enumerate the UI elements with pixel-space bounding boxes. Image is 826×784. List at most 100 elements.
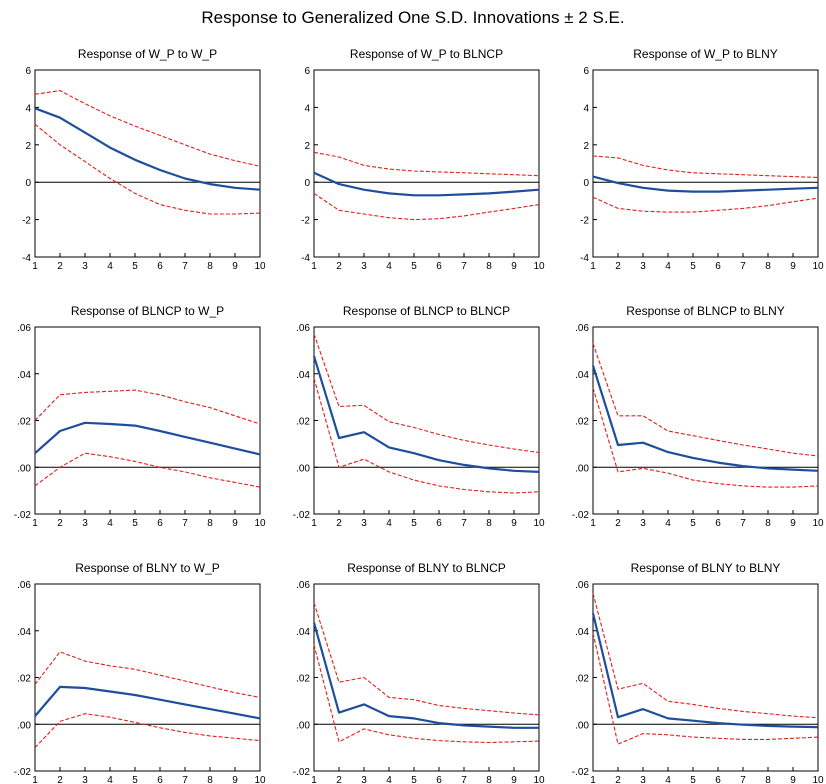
y-tick-label: .04 bbox=[296, 627, 310, 638]
y-tick-label: 4 bbox=[583, 103, 589, 114]
y-tick-label: .00 bbox=[575, 463, 589, 474]
x-tick-label: 4 bbox=[107, 518, 113, 529]
y-tick-label: .06 bbox=[296, 323, 310, 334]
chart-title: Response of BLNCP to BLNCP bbox=[343, 304, 510, 318]
x-tick-label: 10 bbox=[254, 775, 266, 784]
x-tick-label: 8 bbox=[207, 775, 213, 784]
lower-band-line bbox=[592, 196, 819, 213]
x-tick-label: 3 bbox=[361, 261, 367, 272]
x-tick-label: 10 bbox=[254, 518, 266, 529]
upper-band-line bbox=[34, 651, 261, 698]
chart-panel-6: Response of BLNCP to BLNY -.02 .00 .02 .04 .0… bbox=[572, 304, 824, 529]
x-tick-label: 7 bbox=[740, 775, 746, 784]
x-tick-label: 2 bbox=[57, 775, 63, 784]
y-tick-label: .02 bbox=[17, 417, 31, 428]
x-tick-label: 1 bbox=[590, 518, 596, 529]
lower-band-line bbox=[313, 378, 540, 494]
lower-band-line bbox=[592, 632, 819, 745]
x-tick-label: 4 bbox=[665, 518, 671, 529]
y-tick-label: .04 bbox=[17, 370, 31, 381]
x-tick-label: 5 bbox=[411, 518, 417, 529]
chart-panel-7: Response of BLNY to W_P -.02 .00 .02 .04 .06 1… bbox=[14, 561, 266, 784]
x-tick-label: 6 bbox=[157, 518, 163, 529]
x-tick-label: 4 bbox=[665, 261, 671, 272]
x-tick-label: 7 bbox=[461, 775, 467, 784]
plot-frame bbox=[34, 583, 261, 772]
response-line bbox=[34, 421, 261, 456]
x-tick-label: 6 bbox=[157, 261, 163, 272]
y-tick-label: .00 bbox=[296, 463, 310, 474]
chart-title: Response of W_P to W_P bbox=[78, 47, 217, 61]
y-tick-label: 2 bbox=[583, 141, 589, 152]
upper-band-line bbox=[313, 333, 540, 454]
y-tick-label: -2 bbox=[301, 216, 310, 227]
x-tick-label: 8 bbox=[486, 518, 492, 529]
lower-band-line bbox=[34, 713, 261, 748]
y-tick-label: 0 bbox=[25, 178, 31, 189]
x-tick-label: 9 bbox=[511, 261, 517, 272]
x-tick-label: 9 bbox=[790, 518, 796, 529]
x-tick-label: 6 bbox=[715, 518, 721, 529]
y-tick-label: -.02 bbox=[293, 767, 311, 778]
lower-band-line bbox=[34, 123, 261, 215]
x-tick-label: 1 bbox=[311, 518, 317, 529]
y-tick-label: .00 bbox=[575, 720, 589, 731]
chart-panel-3: Response of W_P to BLNY -4 -2 0 2 4 6 1 2 3 4 5 6 7 8 9… bbox=[580, 47, 824, 272]
y-tick-label: .06 bbox=[575, 580, 589, 591]
x-tick-label: 4 bbox=[386, 518, 392, 529]
x-tick-label: 1 bbox=[311, 261, 317, 272]
x-tick-label: 10 bbox=[533, 261, 545, 272]
x-tick-label: 10 bbox=[812, 518, 824, 529]
y-tick-label: 2 bbox=[25, 141, 31, 152]
chart-title: Response of W_P to BLNY bbox=[633, 47, 778, 61]
x-tick-label: 9 bbox=[232, 775, 238, 784]
y-tick-label: -.02 bbox=[572, 510, 590, 521]
x-tick-label: 8 bbox=[486, 261, 492, 272]
y-tick-label: -.02 bbox=[14, 767, 32, 778]
x-tick-label: 8 bbox=[486, 775, 492, 784]
chart-title: Response of W_P to BLNCP bbox=[350, 47, 503, 61]
chart-panel-2: Response of W_P to BLNCP -4 -2 0 2 4 6 1 2 3 4 5 6 7 8… bbox=[301, 47, 545, 272]
x-tick-label: 1 bbox=[32, 261, 38, 272]
y-tick-label: .02 bbox=[17, 674, 31, 685]
chart-title: Response of BLNY to BLNCP bbox=[347, 561, 506, 575]
lower-band-line bbox=[313, 192, 540, 221]
x-tick-label: 7 bbox=[182, 261, 188, 272]
y-tick-label: 6 bbox=[304, 66, 310, 77]
x-tick-label: 5 bbox=[132, 261, 138, 272]
x-tick-label: 7 bbox=[182, 518, 188, 529]
y-tick-label: -.02 bbox=[572, 767, 590, 778]
y-tick-label: -.02 bbox=[14, 510, 32, 521]
x-tick-label: 9 bbox=[790, 261, 796, 272]
x-tick-label: 5 bbox=[411, 261, 417, 272]
x-tick-label: 5 bbox=[132, 775, 138, 784]
response-line bbox=[591, 365, 819, 472]
x-tick-label: 2 bbox=[336, 518, 342, 529]
y-tick-label: 4 bbox=[304, 103, 310, 114]
x-tick-label: 8 bbox=[765, 518, 771, 529]
x-tick-label: 6 bbox=[436, 518, 442, 529]
x-tick-label: 4 bbox=[665, 775, 671, 784]
upper-band-line bbox=[592, 155, 819, 179]
upper-band-line bbox=[34, 389, 261, 425]
x-tick-label: 1 bbox=[590, 775, 596, 784]
x-tick-label: 5 bbox=[411, 775, 417, 784]
upper-band-line bbox=[592, 593, 819, 719]
x-tick-label: 7 bbox=[461, 518, 467, 529]
y-tick-label: -4 bbox=[22, 253, 31, 264]
response-line bbox=[34, 685, 261, 720]
response-line bbox=[592, 175, 819, 193]
plot-frame bbox=[313, 583, 540, 772]
y-tick-label: .04 bbox=[575, 627, 589, 638]
x-tick-label: 2 bbox=[336, 775, 342, 784]
chart-title: Response of BLNY to BLNY bbox=[631, 561, 781, 575]
y-tick-label: 0 bbox=[583, 178, 589, 189]
x-tick-label: 8 bbox=[765, 775, 771, 784]
x-tick-label: 8 bbox=[765, 261, 771, 272]
x-tick-label: 2 bbox=[615, 518, 621, 529]
x-tick-label: 1 bbox=[311, 775, 317, 784]
x-tick-label: 6 bbox=[436, 775, 442, 784]
chart-panel-9: Response of BLNY to BLNY -.02 .00 .02 .04 .06… bbox=[572, 561, 824, 784]
y-tick-label: 6 bbox=[25, 66, 31, 77]
x-tick-label: 4 bbox=[386, 261, 392, 272]
